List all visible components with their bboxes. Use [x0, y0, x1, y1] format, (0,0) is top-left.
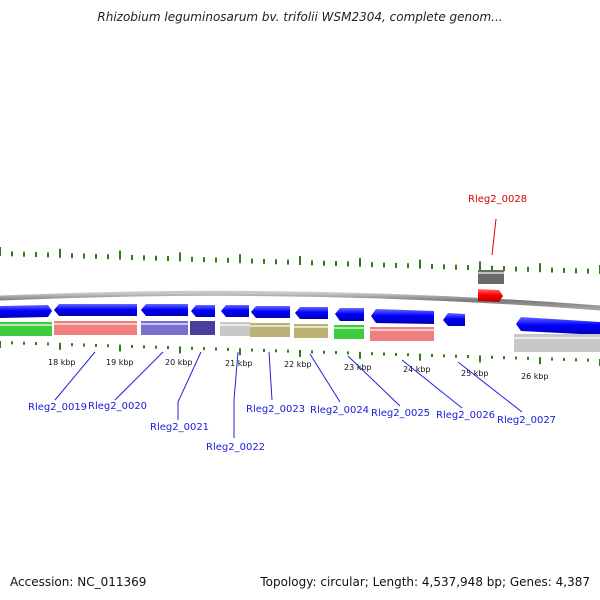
tick-label: 20 kbp: [165, 358, 193, 367]
tick-label: 26 kbp: [521, 372, 549, 381]
gene-arrow[interactable]: [295, 307, 328, 319]
tick-label: 22 kbp: [284, 360, 312, 369]
gene-label[interactable]: Rleg2_0024: [310, 405, 369, 416]
gene-label[interactable]: Rleg2_0019: [28, 402, 87, 413]
gene-arrow[interactable]: [141, 304, 188, 316]
forward-gene-track: [0, 289, 600, 335]
gene-arrow[interactable]: [0, 305, 52, 318]
gene-arrow[interactable]: [251, 306, 290, 318]
cog-bar: [190, 321, 215, 335]
gene-label[interactable]: Rleg2_0027: [497, 415, 556, 426]
outer-tick-row: [0, 247, 600, 274]
gene-arrow[interactable]: [335, 308, 364, 321]
gene-callout-lines: [54, 218, 523, 438]
cog-category-track: [0, 270, 600, 352]
genome-backbone: [0, 290, 600, 311]
tick-label: 25 kbp: [461, 369, 489, 378]
genome-summary: Topology: circular; Length: 4,537,948 bp…: [260, 575, 590, 589]
accession-label: Accession: NC_011369: [10, 575, 147, 589]
gene-arrow[interactable]: [221, 305, 249, 317]
gene-arrow[interactable]: [54, 304, 137, 316]
page-title: Rhizobium leguminosarum bv. trifolii WSM…: [97, 10, 503, 24]
tick-label: 24 kbp: [403, 365, 431, 374]
tick-label: 21 kbp: [225, 359, 253, 368]
inner-tick-row: [0, 341, 600, 366]
gene-label[interactable]: Rleg2_0021: [150, 422, 209, 433]
gene-label[interactable]: Rleg2_0026: [436, 410, 495, 421]
kbp-scale: 18 kbp 19 kbp 20 kbp 21 kbp 22 kbp 23 kbp 24 k…: [48, 358, 549, 381]
gene-arrow[interactable]: [371, 309, 434, 324]
gene-label[interactable]: Rleg2_0023: [246, 404, 305, 415]
gene-label[interactable]: Rleg2_0022: [206, 442, 265, 453]
tick-label: 23 kbp: [344, 363, 372, 372]
gene-label[interactable]: Rleg2_0028: [468, 194, 527, 205]
gene-arrow[interactable]: [443, 313, 465, 326]
gene-arrow-highlighted[interactable]: [478, 289, 503, 302]
gene-arrow[interactable]: [191, 305, 215, 317]
gene-label[interactable]: Rleg2_0020: [88, 401, 147, 412]
gene-arrow[interactable]: [516, 317, 600, 335]
tick-label: 19 kbp: [106, 358, 134, 367]
gene-label[interactable]: Rleg2_0025: [371, 408, 430, 419]
tick-label: 18 kbp: [48, 358, 76, 367]
cog-bar: [514, 334, 600, 352]
